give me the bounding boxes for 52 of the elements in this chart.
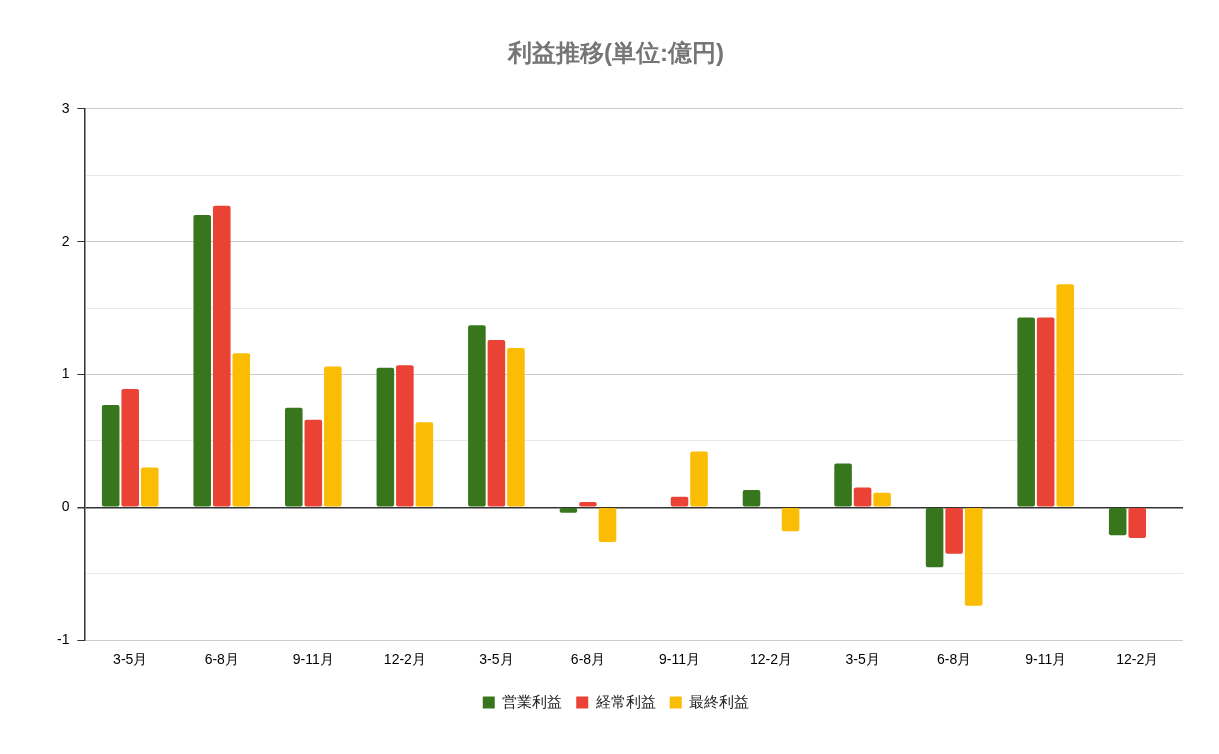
bar xyxy=(925,508,944,568)
x-tick-label: 9-11月 xyxy=(659,651,700,668)
x-tick-label: 3-5月 xyxy=(479,651,514,668)
y-tick-label: 2 xyxy=(61,232,70,249)
x-tick-label: 9-11月 xyxy=(292,651,334,668)
bar xyxy=(468,325,486,507)
bar xyxy=(670,496,689,507)
x-tick-label: 9-11月 xyxy=(1025,651,1067,668)
bar xyxy=(834,463,852,507)
bar xyxy=(396,365,414,507)
bar xyxy=(121,389,140,507)
chart-title: 利益推移(単位:億円) xyxy=(507,39,724,67)
bar xyxy=(742,490,761,507)
legend-label: 最終利益 xyxy=(689,692,750,710)
legend-label: 営業利益 xyxy=(502,692,563,710)
x-tick-label: 12-2月 xyxy=(383,651,426,668)
bar xyxy=(690,451,708,507)
bar xyxy=(1036,317,1055,507)
bar xyxy=(1056,284,1074,507)
bar xyxy=(853,487,872,507)
bar xyxy=(487,339,506,507)
bar xyxy=(324,366,342,507)
bar xyxy=(232,353,251,507)
x-tick-label: 12-2月 xyxy=(750,651,793,668)
y-tick-label: 3 xyxy=(61,99,70,116)
x-tick-label: 6-8月 xyxy=(937,651,972,668)
bar xyxy=(1108,508,1127,536)
bar xyxy=(304,419,323,507)
x-tick-label: 6-8月 xyxy=(204,651,239,668)
bar xyxy=(193,215,212,507)
bar xyxy=(507,347,525,507)
y-tick-label: -1 xyxy=(57,631,70,648)
y-tick-label: 0 xyxy=(61,498,70,515)
bar xyxy=(781,508,800,532)
bar xyxy=(140,467,159,507)
bar xyxy=(376,367,395,507)
bar xyxy=(101,405,120,507)
x-tick-label: 6-8月 xyxy=(570,651,606,668)
bar xyxy=(1128,508,1147,538)
x-tick-label: 12-2月 xyxy=(1116,651,1159,668)
legend-label: 経常利益 xyxy=(594,692,656,710)
bar xyxy=(212,205,231,507)
bar xyxy=(598,508,617,542)
bar xyxy=(415,422,434,507)
bar xyxy=(964,508,983,606)
bar xyxy=(873,492,891,507)
bar xyxy=(1017,317,1035,507)
x-tick-label: 3-5月 xyxy=(113,651,148,668)
bar xyxy=(285,407,303,507)
bar xyxy=(945,508,963,554)
x-tick-label: 3-5月 xyxy=(845,651,880,668)
y-tick-label: 1 xyxy=(61,365,70,382)
